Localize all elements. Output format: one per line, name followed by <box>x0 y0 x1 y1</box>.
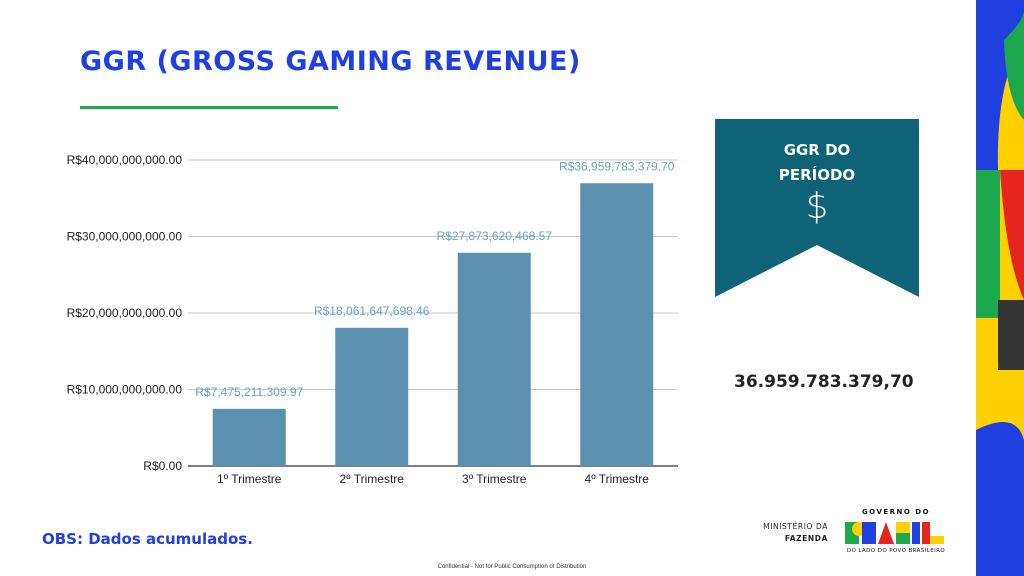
ribbon-shape <box>715 119 919 297</box>
bar-data-label: R$36,959,783,379.70 <box>559 159 675 173</box>
dollar-sign-icon: $ <box>805 186 829 227</box>
ribbon-title-line1: GGR DO <box>783 141 851 159</box>
bar-data-label: R$27,873,620,468.57 <box>437 229 553 243</box>
ministry-line2: FAZENDA <box>784 534 828 543</box>
x-category-label: 2º Trimestre <box>340 472 405 486</box>
ggr-period-ribbon <box>715 119 919 297</box>
bar <box>580 183 654 466</box>
x-category-label: 3º Trimestre <box>462 472 527 486</box>
logo-top-text: GOVERNO DO <box>861 508 931 516</box>
ministry-logo-text: MINISTÉRIO DA FAZENDA <box>740 521 828 545</box>
y-tick-label: R$30,000,000,000.00 <box>67 230 183 244</box>
slide-title: GGR (GROSS GAMING REVENUE) <box>80 46 581 77</box>
ministry-line1: MINISTÉRIO DA <box>763 522 828 531</box>
x-category-label: 1º Trimestre <box>217 472 282 486</box>
y-tick-label: R$10,000,000,000.00 <box>67 383 183 397</box>
y-tick-label: R$0.00 <box>143 459 182 473</box>
ribbon-title-line2: PERÍODO <box>778 166 856 184</box>
ribbon-title: GGR DO PERÍODO <box>715 138 919 188</box>
title-underline <box>80 106 338 109</box>
logo-bottom-text: DO LADO DO POVO BRASILEIRO <box>846 548 946 554</box>
brasil-wordmark-icon <box>845 522 944 544</box>
period-ggr-value: 36.959.783.379,70 <box>734 372 914 392</box>
ggr-bar-chart: R$0.00 R$10,000,000,000.00 R$20,000,000,00… <box>67 153 678 486</box>
bar <box>335 327 409 466</box>
x-category-label: 4º Trimestre <box>585 472 650 486</box>
confidential-footer: Confidential - Not for Public Consumptio… <box>437 564 587 570</box>
governo-brasil-logo: GOVERNO DO DO LADO DO POVO BRASILEIRO <box>843 508 949 558</box>
bar <box>212 408 286 466</box>
bar-data-label: R$7,475,211,309.97 <box>195 385 303 399</box>
y-tick-label: R$40,000,000,000.00 <box>67 153 183 167</box>
bar <box>457 252 531 466</box>
y-tick-label: R$20,000,000,000.00 <box>67 306 183 320</box>
bar-data-label: R$18,061,647,698.46 <box>314 304 430 318</box>
side-color-decoration <box>976 0 1024 576</box>
obs-note: OBS: Dados acumulados. <box>42 530 253 548</box>
